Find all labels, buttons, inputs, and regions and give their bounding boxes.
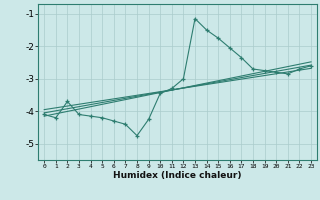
X-axis label: Humidex (Indice chaleur): Humidex (Indice chaleur) xyxy=(113,171,242,180)
